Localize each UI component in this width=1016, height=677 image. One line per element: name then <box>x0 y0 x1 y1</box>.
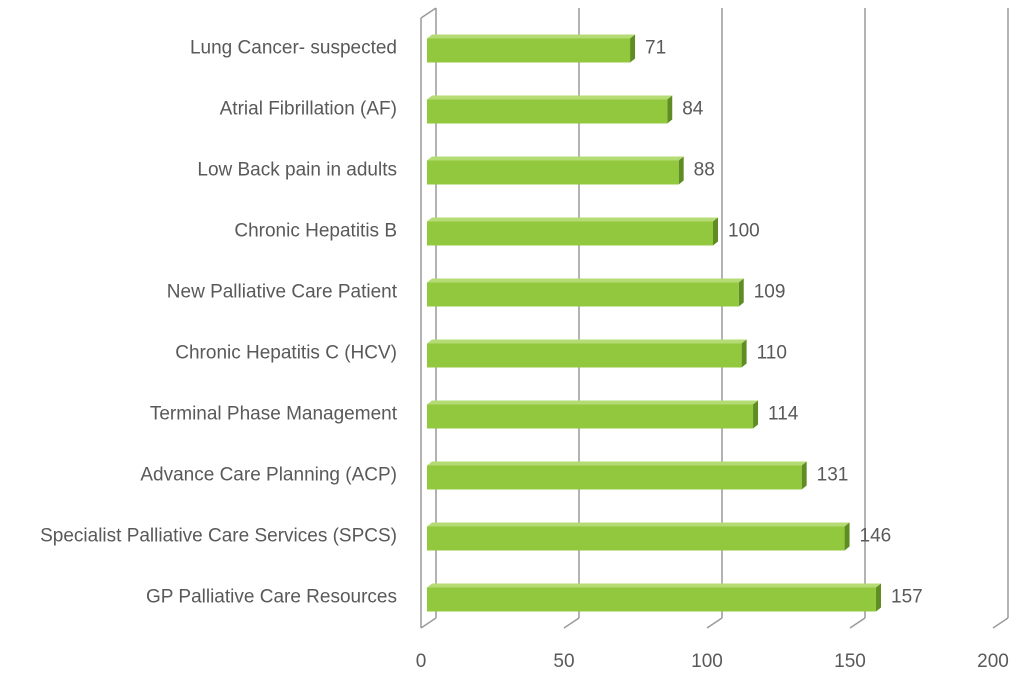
bar <box>427 217 718 246</box>
x-tick-label: 100 <box>691 651 723 672</box>
bar <box>427 461 807 490</box>
grid-line <box>420 617 437 629</box>
y-tick-label: Advance Care Planning (ACP) <box>140 465 397 486</box>
x-tick-label: 200 <box>977 651 1009 672</box>
grid-line <box>849 617 866 629</box>
value-label: 146 <box>860 526 892 547</box>
x-tick-label: 50 <box>553 651 574 672</box>
grid-line <box>706 617 723 629</box>
value-label: 71 <box>645 38 666 59</box>
y-tick-label: Atrial Fibrillation (AF) <box>220 99 397 120</box>
bar <box>427 278 744 307</box>
bar <box>427 583 882 612</box>
bar <box>427 400 759 429</box>
value-label: 114 <box>768 404 799 425</box>
axis-line <box>420 7 437 19</box>
x-tick-label: 0 <box>416 651 427 672</box>
value-label: 131 <box>817 465 849 486</box>
y-tick-label: Terminal Phase Management <box>150 404 398 425</box>
grid-line <box>563 617 580 629</box>
y-tick-label: Specialist Palliative Care Services (SPC… <box>40 526 397 547</box>
value-label: 100 <box>728 221 760 242</box>
y-tick-label: Low Back pain in adults <box>197 160 397 181</box>
y-tick-label: New Palliative Care Patient <box>167 282 398 303</box>
bar <box>427 95 673 124</box>
value-label: 157 <box>891 587 923 608</box>
value-label: 110 <box>757 343 787 364</box>
x-tick-label: 150 <box>834 651 866 672</box>
y-tick-label: Chronic Hepatitis B <box>234 221 397 242</box>
bar <box>427 522 850 551</box>
y-tick-label: Lung Cancer- suspected <box>190 38 397 59</box>
y-tick-label: Chronic Hepatitis C (HCV) <box>175 343 397 364</box>
y-tick-label: GP Palliative Care Resources <box>146 587 397 608</box>
bar <box>427 34 636 63</box>
bar <box>427 339 747 368</box>
grid-line <box>992 617 1009 629</box>
value-label: 109 <box>754 282 786 303</box>
bar <box>427 156 684 185</box>
value-label: 88 <box>694 160 715 181</box>
value-label: 84 <box>682 99 704 120</box>
